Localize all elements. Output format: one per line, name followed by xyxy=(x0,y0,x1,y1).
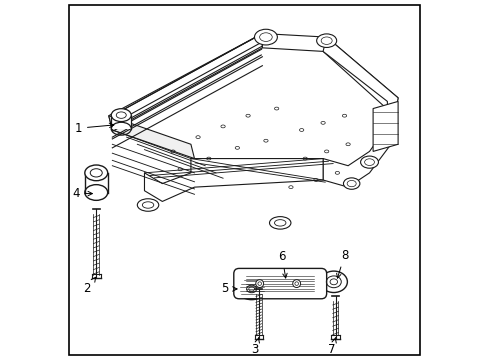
Ellipse shape xyxy=(254,29,277,45)
Text: 3: 3 xyxy=(251,338,259,356)
Text: 4: 4 xyxy=(72,187,92,200)
Ellipse shape xyxy=(320,271,346,293)
Polygon shape xyxy=(144,158,323,202)
Ellipse shape xyxy=(84,185,107,201)
Ellipse shape xyxy=(237,278,265,300)
Polygon shape xyxy=(84,173,107,193)
Ellipse shape xyxy=(84,165,107,181)
Ellipse shape xyxy=(360,156,378,168)
Ellipse shape xyxy=(137,199,159,211)
Text: 8: 8 xyxy=(336,248,347,278)
Text: 7: 7 xyxy=(328,338,336,356)
FancyBboxPatch shape xyxy=(233,269,326,299)
Ellipse shape xyxy=(316,34,336,48)
Ellipse shape xyxy=(111,109,131,122)
Polygon shape xyxy=(372,102,397,152)
Ellipse shape xyxy=(269,217,290,229)
Ellipse shape xyxy=(255,280,263,288)
Polygon shape xyxy=(108,33,262,130)
Polygon shape xyxy=(108,116,194,158)
Polygon shape xyxy=(111,115,131,129)
Polygon shape xyxy=(262,33,397,116)
Ellipse shape xyxy=(343,178,359,189)
Text: 2: 2 xyxy=(83,277,96,296)
Text: 5: 5 xyxy=(221,283,237,296)
Polygon shape xyxy=(323,37,397,187)
Text: 6: 6 xyxy=(278,250,286,278)
Text: 1: 1 xyxy=(74,122,114,135)
Ellipse shape xyxy=(292,280,300,288)
